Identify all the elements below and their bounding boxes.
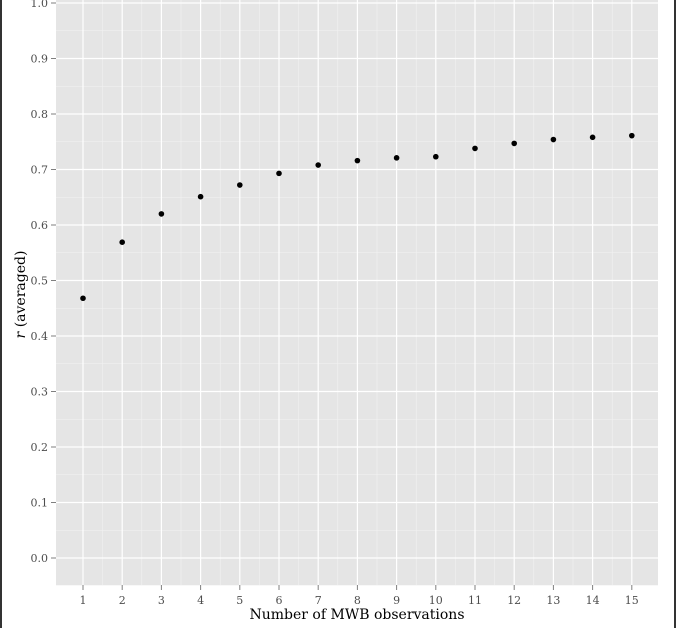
- x-tick-label: 3: [158, 594, 165, 607]
- x-tick-label: 10: [429, 594, 443, 607]
- y-axis-title: r (averaged): [13, 251, 29, 339]
- x-tick-label: 2: [119, 594, 126, 607]
- window-frame-left: [0, 0, 2, 628]
- data-point: [158, 211, 165, 217]
- y-tick-label: 0.1: [31, 497, 49, 510]
- x-tick-label: 9: [393, 594, 400, 607]
- window-frame-right: [674, 0, 676, 628]
- data-points: [80, 132, 635, 302]
- data-point: [589, 134, 596, 141]
- y-tick-label: 0.7: [31, 164, 49, 177]
- x-tick-label: 7: [315, 594, 322, 607]
- x-tick-label: 13: [546, 594, 560, 607]
- y-axis-title-variable: r: [13, 330, 29, 338]
- data-point: [119, 239, 125, 246]
- x-tick-label: 4: [197, 594, 204, 607]
- x-tick-label: 15: [625, 594, 639, 607]
- y-tick-label: 0.8: [31, 108, 49, 121]
- major-gridlines: [56, 0, 658, 585]
- y-tick-label: 0.5: [31, 275, 49, 288]
- x-tick-label: 6: [276, 594, 283, 607]
- x-axis-title: Number of MWB observations: [250, 607, 465, 623]
- y-tick-label: 0.2: [31, 441, 49, 454]
- data-point: [629, 132, 635, 139]
- data-point: [315, 162, 322, 168]
- y-tick-label: 1.0: [31, 0, 49, 10]
- data-point: [393, 155, 400, 161]
- data-point: [433, 153, 439, 160]
- tick-labels: 0.00.10.20.30.40.50.60.70.80.91.01 2 3 4 5 6 7…: [31, 0, 639, 607]
- y-tick-label: 0.3: [31, 386, 49, 399]
- x-tick-label: 11: [468, 594, 482, 607]
- data-point: [511, 140, 517, 147]
- axis-ticks: [51, 2, 633, 590]
- data-point: [80, 295, 86, 302]
- x-tick-label: 8: [354, 594, 361, 607]
- data-point: [237, 182, 243, 188]
- data-point: [354, 157, 361, 164]
- y-tick-label: 0.6: [31, 219, 49, 232]
- x-tick-label: 5: [236, 594, 243, 607]
- data-point: [276, 170, 282, 177]
- data-point: [550, 136, 557, 143]
- x-tick-label: 12: [507, 594, 521, 607]
- data-point: [197, 193, 204, 200]
- y-tick-label: 0.9: [31, 53, 49, 66]
- x-tick-label: 14: [586, 594, 600, 607]
- data-point: [472, 145, 478, 152]
- y-tick-label: 0.4: [31, 330, 49, 343]
- y-tick-label: 0.0: [31, 552, 49, 565]
- y-axis-title-rest: (averaged): [13, 251, 29, 332]
- x-tick-label: 1: [80, 594, 87, 607]
